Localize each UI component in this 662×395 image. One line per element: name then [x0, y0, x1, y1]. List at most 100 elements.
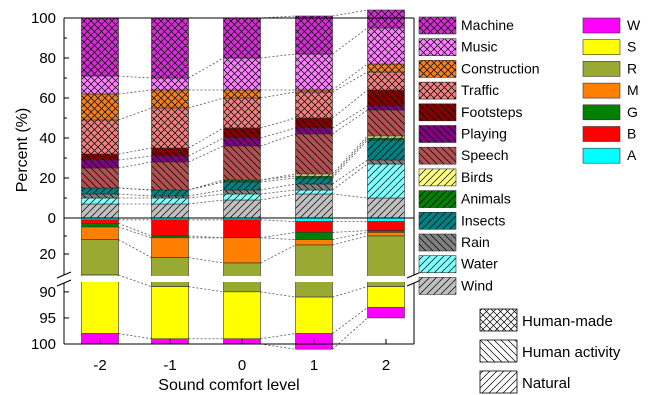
bar-break-gap-4 [366, 276, 406, 282]
connector-playing [260, 127, 296, 139]
connector-rain [118, 193, 152, 197]
connector-r [188, 286, 224, 293]
connector-birds [188, 179, 224, 191]
bar-pattern-footsteps-4 [367, 90, 405, 106]
connector-w [260, 343, 296, 350]
axis-break-mark-1-b [406, 279, 422, 287]
y-axis-title: Percent (%) [14, 108, 31, 192]
bar-pattern-traffic-0 [81, 120, 119, 154]
connector-m [260, 244, 296, 264]
legend-swatch-a [582, 147, 621, 164]
legend-swatch-pattern-animals [419, 190, 456, 208]
connector-insects [260, 177, 296, 183]
bar-pattern-speech-4 [367, 110, 405, 136]
bar-m-4 [367, 232, 405, 237]
y-tick-label: 20 [39, 246, 56, 263]
bar-pattern-insects-3 [295, 178, 333, 184]
connector-s [260, 333, 296, 340]
legend-swatch-m [582, 82, 621, 99]
connector-birds [332, 135, 368, 175]
connector-traffic [118, 107, 152, 121]
legend-label-construction: Construction [461, 60, 540, 76]
axis-break-mark-0-b [56, 279, 72, 287]
bar-pattern-construction-3 [295, 90, 333, 92]
bar-pattern-wind-4 [367, 198, 405, 218]
legend: Machine Music Construction Traffic Footsteps… [418, 16, 641, 394]
bar-pattern-footsteps-3 [295, 118, 333, 128]
bar-b-0 [81, 219, 119, 224]
legend-group-label-human-activity: Human activity [522, 344, 621, 361]
bar-pattern-playing-0 [81, 160, 119, 168]
bar-b-1 [151, 219, 189, 237]
connector-speech [118, 161, 152, 169]
legend-label-animals: Animals [461, 191, 511, 207]
connector-r [118, 274, 152, 288]
bar-pattern-speech-0 [81, 168, 119, 188]
connector-g [118, 226, 152, 239]
bar-pattern-wind-3 [295, 194, 333, 218]
legend-label-w: W [627, 17, 641, 33]
connector-birds [118, 187, 152, 191]
y-tick-label: 20 [39, 170, 56, 187]
y-tick-label: 40 [39, 130, 56, 147]
bar-pattern-music-2 [223, 58, 261, 90]
connector-traffic [332, 71, 368, 93]
y-tick-label: 100 [31, 10, 56, 27]
bar-pattern-insects-4 [367, 140, 405, 160]
connector-music [118, 75, 152, 79]
legend-label-m: M [627, 82, 639, 98]
connector-music [188, 57, 224, 79]
legend-group-label-natural: Natural [522, 375, 570, 392]
connector-water [332, 163, 368, 191]
bar-pattern-water-3 [295, 190, 333, 194]
legend-label-insects: Insects [461, 212, 505, 228]
bar-r-1 [151, 257, 189, 287]
bar-pattern-animals-2 [223, 180, 261, 182]
connector-speech [260, 133, 296, 147]
legend-group-label-human-made: Human-made [522, 313, 613, 330]
connector-s [332, 307, 368, 334]
connector-playing [118, 155, 152, 161]
axis-break-mark-0-a [56, 271, 72, 279]
bar-pattern-footsteps-1 [151, 148, 189, 156]
bar-pattern-machine-3 [295, 16, 333, 54]
legend-swatch-w [582, 17, 621, 34]
bar-m-2 [223, 237, 261, 264]
legend-label-traffic: Traffic [461, 82, 499, 98]
bar-b-3 [295, 221, 333, 233]
connector-b [332, 230, 368, 233]
bar-s-4 [367, 286, 405, 308]
bar-pattern-rain-4 [367, 160, 405, 164]
legend-label-birds: Birds [461, 169, 493, 185]
x-tick-label: 0 [238, 357, 246, 374]
bar-m-3 [295, 239, 333, 246]
bar-a-4 [367, 217, 405, 222]
bar-pattern-playing-4 [367, 106, 405, 110]
legend-swatch-pattern-rain [419, 234, 456, 251]
bar-pattern-speech-3 [295, 134, 333, 174]
legend-swatch-pattern-speech [419, 147, 456, 165]
connector-r [332, 286, 368, 298]
legend-swatch-pattern-playing [419, 125, 456, 143]
axis-break-mark-1-a [406, 271, 422, 279]
connector-construction [118, 89, 152, 95]
x-tick-label: -1 [163, 357, 176, 374]
bar-pattern-birds-3 [295, 174, 333, 176]
connector-m [188, 257, 224, 264]
bar-pattern-wind-1 [151, 204, 189, 218]
connector-a [260, 219, 296, 222]
legend-label-b: B [627, 126, 636, 142]
bar-pattern-footsteps-2 [223, 128, 261, 138]
bar-break-gap-2 [222, 276, 262, 282]
connector-water [260, 189, 296, 195]
connector-wind [260, 193, 296, 201]
y-tick-label: 95 [39, 310, 56, 327]
connector-wind [188, 199, 224, 205]
bar-pattern-footsteps-0 [81, 154, 119, 160]
connector-construction [332, 63, 368, 91]
connector-footsteps [118, 147, 152, 155]
bar-pattern-music-1 [151, 78, 189, 90]
y-tick-label: 90 [39, 284, 56, 301]
connector-playing [332, 105, 368, 129]
bar-a-3 [295, 217, 333, 222]
